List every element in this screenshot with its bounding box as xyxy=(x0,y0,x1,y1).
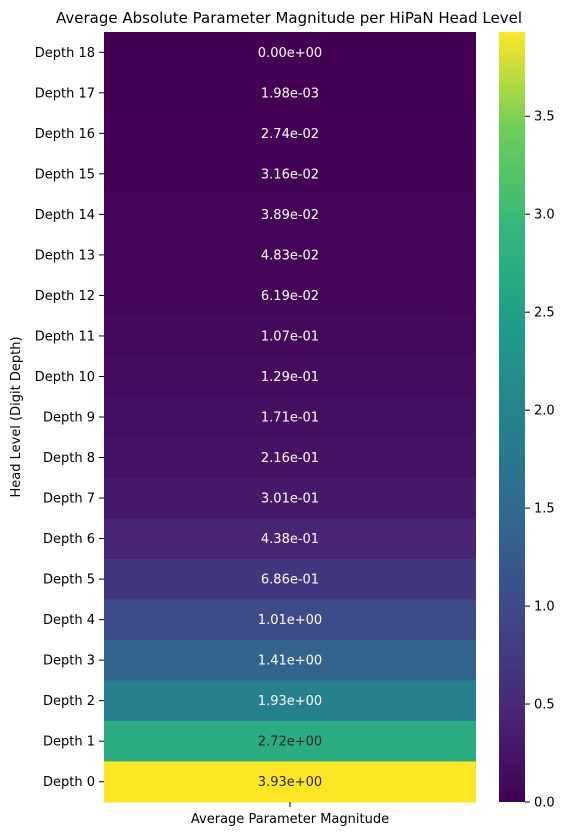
heatmap-cell xyxy=(104,72,476,114)
heatmap-cell xyxy=(104,639,476,681)
heatmap-cell xyxy=(104,720,476,762)
cell-value-label: 1.98e-03 xyxy=(261,86,319,101)
cell-value-label: 2.74e-02 xyxy=(261,127,319,142)
row-label: Depth 7 xyxy=(43,492,95,507)
cell-value-label: 3.01e-01 xyxy=(261,492,319,507)
heatmap-cell xyxy=(104,477,476,519)
row-tick-labels: Depth 18 Depth 17 Depth 16 Depth 15 Depth 14… xyxy=(35,46,104,790)
cell-value-label: 3.93e+00 xyxy=(258,775,322,790)
heatmap-cell xyxy=(104,356,476,398)
row-label: Depth 5 xyxy=(43,573,95,588)
heatmap-cell xyxy=(104,32,476,74)
colorbar-tick-label: 1.0 xyxy=(534,600,555,615)
heatmap-cell xyxy=(104,437,476,479)
row-label: Depth 9 xyxy=(43,411,95,426)
y-axis-label: Head Level (Digit Depth) xyxy=(9,336,24,497)
cell-value-label: 1.93e+00 xyxy=(258,694,322,709)
row-label: Depth 10 xyxy=(35,370,95,385)
heatmap-cell xyxy=(104,234,476,276)
row-label: Depth 3 xyxy=(43,654,95,669)
cell-value-label: 4.83e-02 xyxy=(261,248,319,263)
cell-value-label: 6.19e-02 xyxy=(261,289,319,304)
heatmap-cell xyxy=(104,558,476,600)
colorbar-tick-label: 1.5 xyxy=(534,502,555,517)
colorbar-tick-label: 2.0 xyxy=(534,404,555,419)
heatmap-cell xyxy=(104,315,476,357)
colorbar-tick-label: 0.5 xyxy=(534,698,555,713)
row-label: Depth 12 xyxy=(35,289,95,304)
heatmap-cell xyxy=(104,761,476,803)
colorbar-ticks: 0.0 0.5 1.0 1.5 2.0 2.5 3.0 3.5 xyxy=(525,110,555,811)
row-label: Depth 14 xyxy=(35,208,95,223)
row-label: Depth 11 xyxy=(35,329,95,344)
x-axis-label: Average Parameter Magnitude xyxy=(191,812,389,827)
heatmap-cell xyxy=(104,194,476,236)
heatmap-cells: 0.00e+00 1.98e-03 2.74e-02 3.16e-02 3.89e-02… xyxy=(104,32,476,803)
heatmap-cell xyxy=(104,396,476,438)
heatmap-cell xyxy=(104,275,476,317)
colorbar xyxy=(499,32,525,802)
row-label: Depth 4 xyxy=(43,613,95,628)
cell-value-label: 6.86e-01 xyxy=(261,573,319,588)
cell-value-label: 2.72e+00 xyxy=(258,735,322,750)
heatmap-cell xyxy=(104,680,476,722)
cell-value-label: 4.38e-01 xyxy=(261,532,319,547)
row-label: Depth 18 xyxy=(35,46,95,61)
row-label: Depth 1 xyxy=(43,735,95,750)
row-label: Depth 0 xyxy=(43,775,95,790)
colorbar-tick-label: 3.5 xyxy=(534,110,555,125)
cell-value-label: 1.01e+00 xyxy=(258,613,322,628)
cell-value-label: 1.41e+00 xyxy=(258,654,322,669)
heatmap-cell xyxy=(104,113,476,155)
colorbar-tick-label: 0.0 xyxy=(534,796,555,811)
chart-title: Average Absolute Parameter Magnitude per… xyxy=(56,9,522,27)
heatmap-cell xyxy=(104,518,476,560)
row-label: Depth 6 xyxy=(43,532,95,547)
cell-value-label: 1.07e-01 xyxy=(261,329,319,344)
colorbar-tick-label: 3.0 xyxy=(534,208,555,223)
row-label: Depth 13 xyxy=(35,248,95,263)
cell-value-label: 1.71e-01 xyxy=(261,411,319,426)
row-label: Depth 17 xyxy=(35,86,95,101)
cell-value-label: 0.00e+00 xyxy=(258,46,322,61)
cell-value-label: 1.29e-01 xyxy=(261,370,319,385)
row-label: Depth 16 xyxy=(35,127,95,142)
row-label: Depth 8 xyxy=(43,451,95,466)
colorbar-tick-label: 2.5 xyxy=(534,306,555,321)
cell-value-label: 3.89e-02 xyxy=(261,208,319,223)
row-label: Depth 2 xyxy=(43,694,95,709)
cell-value-label: 3.16e-02 xyxy=(261,167,319,182)
heatmap-cell xyxy=(104,153,476,195)
cell-value-label: 2.16e-01 xyxy=(261,451,319,466)
row-label: Depth 15 xyxy=(35,167,95,182)
heatmap-cell xyxy=(104,599,476,641)
